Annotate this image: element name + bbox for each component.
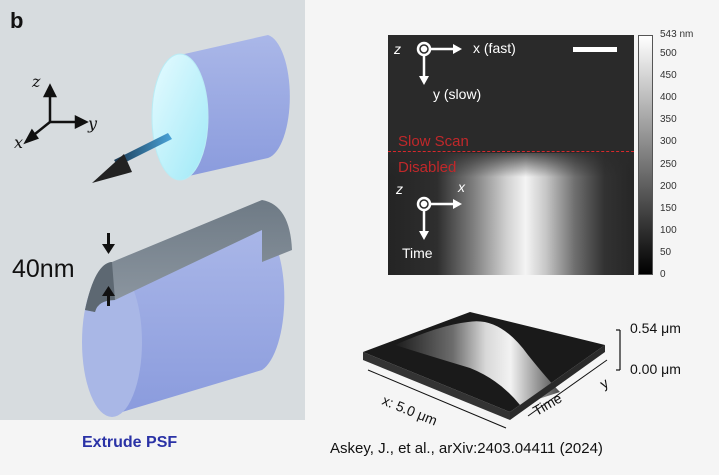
surface-y-label: y — [597, 374, 612, 392]
afm-lower-z: z — [396, 181, 403, 197]
afm-slow-axis: y (slow) — [433, 86, 482, 102]
thickness-label: 40nm — [12, 255, 75, 283]
surface-z-bottom: 0.00 μm — [630, 361, 681, 377]
surface-time-label: Time — [530, 389, 565, 419]
afm-fast-axis: x (fast) — [473, 40, 516, 56]
afm-image: z x (fast) y (slow) Slow Scan Disabled z… — [388, 35, 634, 275]
axis-x-label: x — [14, 133, 24, 152]
colorbar-tick: 543 nm — [660, 29, 694, 40]
colorbar-tick: 0 — [660, 269, 666, 280]
afm-time-axis: Time — [402, 245, 433, 261]
colorbar-tick: 400 — [660, 92, 677, 104]
colorbar-tick: 350 — [660, 114, 677, 126]
afm-axis-arrows — [416, 41, 462, 240]
axes-triad — [23, 83, 89, 145]
lower-cylinder — [82, 200, 292, 417]
colorbar-tick: 50 — [660, 246, 672, 258]
upper-cylinder — [151, 35, 290, 181]
colorbar-tick: 500 — [660, 48, 677, 59]
axis-y-label: y — [88, 114, 98, 133]
psf-probe — [92, 133, 172, 183]
colorbar-tick: 250 — [660, 158, 677, 170]
scale-bar — [573, 47, 617, 52]
citation: Askey, J., et al., arXiv:2403.04411 (202… — [330, 440, 603, 457]
schematic-caption: Extrude PSF — [82, 434, 178, 451]
slow-scan-label-1: Slow Scan — [398, 133, 469, 150]
surface-z-top: 0.54 μm — [630, 320, 681, 336]
afm-ridge-fade — [388, 147, 634, 177]
panel-letter: b — [10, 8, 24, 33]
colorbar-tick: 200 — [660, 180, 677, 192]
axis-z-label: z — [32, 72, 41, 91]
surface-ridge — [395, 321, 560, 405]
slow-scan-label-2: Disabled — [398, 159, 457, 176]
schematic-panel: b — [0, 0, 305, 420]
colorbar-tick: 150 — [660, 202, 677, 214]
colorbar — [638, 35, 653, 275]
afm-lower-x: x — [458, 179, 465, 195]
colorbar-tick: 100 — [660, 224, 677, 236]
schematic-drawing — [23, 35, 292, 417]
colorbar-tick: 450 — [660, 70, 677, 82]
colorbar-tick: 300 — [660, 136, 677, 148]
surface-x-label: x: 5.0 μm — [380, 392, 440, 429]
slow-scan-line — [388, 151, 634, 152]
afm-upper-z: z — [394, 41, 401, 57]
thickness-arrows — [102, 233, 115, 306]
